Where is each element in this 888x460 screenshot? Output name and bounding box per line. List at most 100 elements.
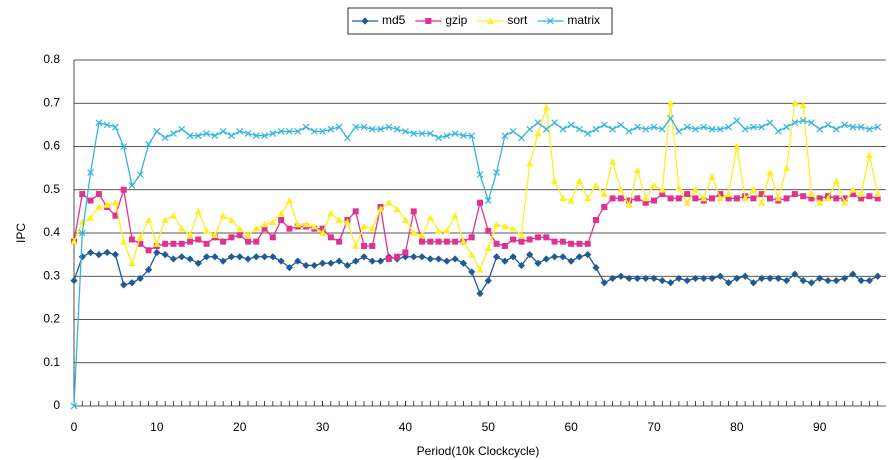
marker [169, 255, 178, 263]
marker [476, 289, 484, 298]
marker [227, 216, 236, 223]
y-tick-label: 0.2 [43, 312, 60, 326]
marker [832, 276, 840, 285]
marker [493, 240, 500, 247]
marker [725, 195, 732, 202]
marker [252, 225, 260, 232]
marker [683, 276, 691, 285]
marker [592, 264, 600, 272]
legend-label: md5 [382, 13, 406, 27]
marker [352, 208, 359, 215]
marker [667, 195, 674, 202]
marker [626, 197, 633, 204]
marker [700, 123, 708, 131]
marker [352, 123, 360, 131]
marker [559, 238, 566, 245]
marker [865, 151, 874, 159]
marker [361, 242, 367, 249]
marker [103, 201, 111, 208]
marker [459, 238, 468, 245]
x-tick-label: 60 [564, 420, 578, 434]
marker [418, 231, 426, 239]
marker [120, 186, 127, 193]
marker [202, 227, 211, 234]
marker [534, 259, 542, 267]
marker [766, 274, 774, 283]
marker [410, 208, 417, 215]
marker [783, 195, 790, 202]
legend: md5 gzip sort matrix [347, 7, 613, 35]
marker [128, 279, 136, 287]
marker [509, 225, 517, 232]
marker [385, 123, 393, 131]
marker [368, 125, 376, 133]
marker [841, 195, 848, 202]
marker [352, 257, 360, 265]
series-line [73, 251, 879, 295]
marker [451, 130, 459, 137]
marker [666, 99, 675, 107]
marker [211, 132, 219, 140]
marker [294, 220, 302, 228]
marker [327, 259, 335, 267]
marker [608, 274, 617, 283]
marker [244, 130, 252, 137]
marker [725, 123, 732, 131]
marker [758, 199, 766, 206]
marker [153, 127, 161, 135]
marker [178, 253, 186, 261]
marker [650, 123, 658, 131]
marker [601, 204, 608, 211]
y-axis-label: IPC [14, 223, 28, 243]
marker [866, 193, 873, 200]
marker [277, 127, 285, 135]
marker [269, 234, 276, 241]
marker [733, 195, 740, 202]
marker [468, 234, 475, 241]
marker [774, 274, 782, 283]
marker [750, 123, 757, 131]
marker [186, 132, 194, 140]
marker [302, 261, 310, 270]
marker [576, 125, 583, 133]
marker [749, 279, 758, 287]
marker [642, 274, 650, 283]
marker [335, 123, 343, 131]
legend-item: sort [477, 13, 528, 27]
marker [634, 195, 641, 202]
x-tick-label: 30 [316, 420, 330, 434]
marker [161, 251, 169, 259]
marker [302, 220, 310, 228]
marker [178, 125, 186, 133]
marker [741, 194, 749, 202]
marker [617, 121, 625, 129]
marker [625, 274, 633, 283]
legend-box [347, 7, 613, 35]
marker [285, 196, 294, 204]
marker [236, 253, 244, 261]
marker [874, 190, 882, 197]
marker [807, 190, 816, 197]
marker [683, 199, 691, 206]
y-tick-label: 0.4 [43, 225, 60, 239]
marker [733, 117, 741, 124]
marker [112, 212, 119, 219]
marker [651, 197, 657, 204]
marker [559, 125, 567, 133]
marker [874, 195, 881, 202]
y-tick-label: 0.3 [43, 268, 60, 282]
marker [575, 177, 584, 184]
y-tick-label: 0.5 [43, 182, 60, 196]
marker [236, 225, 244, 232]
marker [145, 247, 152, 254]
marker [477, 199, 483, 206]
marker [260, 253, 269, 261]
marker [385, 255, 392, 262]
marker [567, 257, 575, 265]
marker [219, 212, 227, 219]
marker [501, 132, 509, 140]
marker [767, 195, 773, 202]
marker [327, 234, 334, 241]
marker [543, 234, 550, 241]
series [70, 248, 882, 298]
